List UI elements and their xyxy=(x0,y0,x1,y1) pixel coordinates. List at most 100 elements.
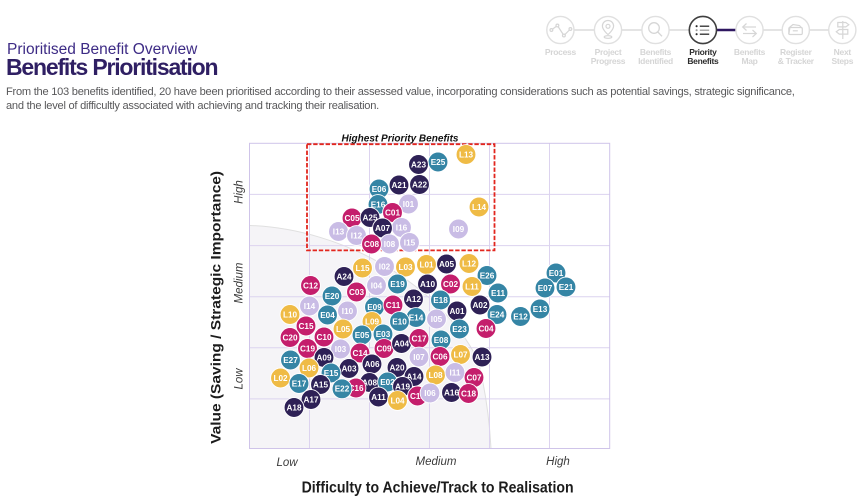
svg-text:L07: L07 xyxy=(453,350,468,359)
svg-text:C16: C16 xyxy=(348,384,363,393)
svg-text:E17: E17 xyxy=(292,379,307,388)
svg-text:E13: E13 xyxy=(533,305,548,314)
svg-text:E08: E08 xyxy=(434,336,449,345)
svg-text:High: High xyxy=(234,180,246,204)
svg-text:Value (Saving / Strategic Impo: Value (Saving / Strategic Importance) xyxy=(208,171,224,444)
svg-text:A13: A13 xyxy=(474,353,489,362)
svg-text:E23: E23 xyxy=(452,325,467,334)
svg-text:A18: A18 xyxy=(286,403,301,412)
svg-text:Difficulty to Achieve/Track to: Difficulty to Achieve/Track to Realisati… xyxy=(302,480,574,497)
svg-text:C12: C12 xyxy=(303,281,318,290)
svg-text:L05: L05 xyxy=(336,325,351,334)
svg-text:C08: C08 xyxy=(364,240,379,249)
svg-text:E20: E20 xyxy=(325,292,340,301)
svg-text:A10: A10 xyxy=(420,280,435,289)
svg-text:I12: I12 xyxy=(351,231,363,240)
svg-text:C14: C14 xyxy=(352,349,367,358)
svg-text:C02: C02 xyxy=(443,280,458,289)
svg-text:C19: C19 xyxy=(300,344,315,353)
svg-text:L04: L04 xyxy=(390,396,405,405)
svg-text:I09: I09 xyxy=(453,225,465,234)
svg-text:L13: L13 xyxy=(459,150,474,159)
svg-text:C04: C04 xyxy=(478,324,493,333)
svg-text:E19: E19 xyxy=(390,280,405,289)
svg-text:I16: I16 xyxy=(396,223,408,232)
svg-text:I05: I05 xyxy=(431,315,443,324)
svg-text:I13: I13 xyxy=(333,227,345,236)
svg-text:A21: A21 xyxy=(391,181,406,190)
svg-text:E16: E16 xyxy=(371,200,386,209)
svg-text:A22: A22 xyxy=(412,180,427,189)
svg-text:E01: E01 xyxy=(549,269,564,278)
svg-text:A11: A11 xyxy=(371,393,386,402)
svg-text:C01: C01 xyxy=(385,208,400,217)
svg-text:A07: A07 xyxy=(375,224,390,233)
svg-text:L15: L15 xyxy=(355,264,370,273)
svg-text:C11: C11 xyxy=(386,301,401,310)
svg-text:C09: C09 xyxy=(376,344,391,353)
svg-text:Medium: Medium xyxy=(234,262,246,303)
svg-text:A16: A16 xyxy=(444,388,459,397)
svg-text:I10: I10 xyxy=(342,307,354,316)
svg-text:A15: A15 xyxy=(313,380,328,389)
svg-text:A25: A25 xyxy=(362,213,377,222)
svg-text:I06: I06 xyxy=(424,389,436,398)
svg-text:E26: E26 xyxy=(480,271,495,280)
svg-text:E07: E07 xyxy=(538,284,553,293)
svg-text:E14: E14 xyxy=(409,313,424,322)
svg-text:C13: C13 xyxy=(410,392,425,401)
svg-text:C10: C10 xyxy=(316,333,331,342)
svg-text:C07: C07 xyxy=(466,373,481,382)
svg-text:E12: E12 xyxy=(513,312,528,321)
svg-text:A05: A05 xyxy=(439,260,454,269)
svg-text:I15: I15 xyxy=(404,238,416,247)
svg-text:I08: I08 xyxy=(384,240,396,249)
svg-text:E05: E05 xyxy=(355,331,370,340)
svg-text:I03: I03 xyxy=(335,345,347,354)
svg-text:A09: A09 xyxy=(316,353,331,362)
svg-text:E21: E21 xyxy=(559,283,574,292)
svg-text:C06: C06 xyxy=(432,352,447,361)
svg-text:E10: E10 xyxy=(392,317,407,326)
svg-text:L01: L01 xyxy=(419,260,434,269)
svg-text:L09: L09 xyxy=(365,317,380,326)
svg-text:A08: A08 xyxy=(362,378,377,387)
svg-text:A01: A01 xyxy=(449,307,464,316)
svg-text:A02: A02 xyxy=(472,301,487,310)
svg-text:L08: L08 xyxy=(428,371,443,380)
svg-text:A12: A12 xyxy=(406,295,421,304)
svg-text:I04: I04 xyxy=(371,281,383,290)
svg-text:Medium: Medium xyxy=(416,456,457,468)
svg-text:A20: A20 xyxy=(389,363,404,372)
svg-text:L03: L03 xyxy=(398,263,413,272)
svg-text:L10: L10 xyxy=(283,310,298,319)
svg-text:E04: E04 xyxy=(320,311,335,320)
svg-text:A06: A06 xyxy=(364,360,379,369)
svg-text:C18: C18 xyxy=(461,389,476,398)
svg-text:E24: E24 xyxy=(490,310,505,319)
svg-text:E15: E15 xyxy=(324,369,339,378)
svg-text:L11: L11 xyxy=(465,282,479,291)
svg-text:I07: I07 xyxy=(413,353,425,362)
svg-text:I11: I11 xyxy=(450,368,461,377)
svg-text:E11: E11 xyxy=(491,289,506,298)
svg-text:C05: C05 xyxy=(344,214,359,223)
svg-text:E18: E18 xyxy=(433,296,448,305)
svg-text:E03: E03 xyxy=(376,330,391,339)
svg-text:I02: I02 xyxy=(379,262,391,271)
svg-text:L14: L14 xyxy=(472,203,487,212)
svg-text:E06: E06 xyxy=(372,185,387,194)
svg-text:I14: I14 xyxy=(304,302,316,311)
svg-text:L12: L12 xyxy=(462,259,477,268)
svg-text:E22: E22 xyxy=(335,385,350,394)
svg-text:E02: E02 xyxy=(380,378,395,387)
svg-text:E27: E27 xyxy=(283,356,298,365)
svg-text:E25: E25 xyxy=(431,158,446,167)
svg-text:High: High xyxy=(546,456,570,468)
svg-text:Low: Low xyxy=(234,368,246,390)
svg-text:L06: L06 xyxy=(302,364,317,373)
svg-text:A24: A24 xyxy=(336,272,351,281)
svg-text:C17: C17 xyxy=(411,334,426,343)
svg-text:A03: A03 xyxy=(341,364,356,373)
svg-text:A23: A23 xyxy=(411,160,426,169)
